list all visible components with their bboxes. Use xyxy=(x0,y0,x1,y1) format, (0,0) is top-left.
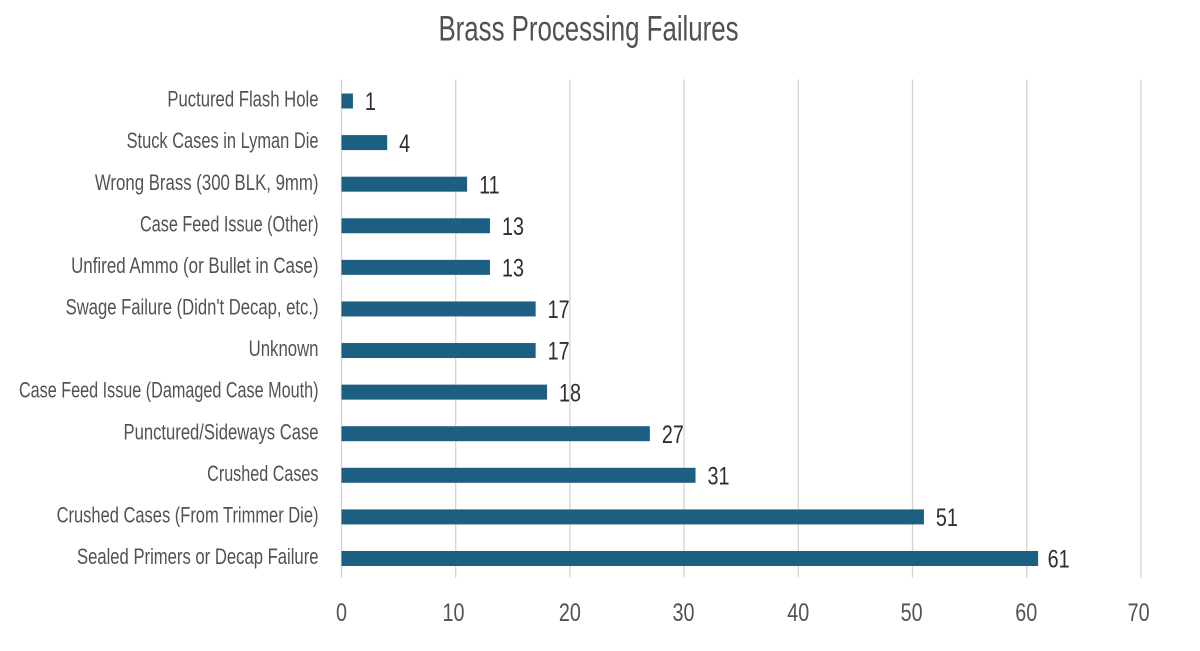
svg-text:0: 0 xyxy=(336,599,347,627)
svg-text:17: 17 xyxy=(548,296,570,324)
svg-text:27: 27 xyxy=(662,421,684,449)
svg-text:Wrong Brass (300 BLK, 9mm): Wrong Brass (300 BLK, 9mm) xyxy=(95,171,319,196)
svg-text:Punctured/Sideways Case: Punctured/Sideways Case xyxy=(124,420,319,445)
svg-text:Sealed Primers or Decap Failur: Sealed Primers or Decap Failure xyxy=(77,545,319,570)
svg-text:Crushed Cases: Crushed Cases xyxy=(207,461,319,486)
svg-text:Stuck Cases in Lyman Die: Stuck Cases in Lyman Die xyxy=(127,129,319,154)
svg-text:Case Feed Issue (Damaged Case: Case Feed Issue (Damaged Case Mouth) xyxy=(19,378,319,403)
svg-text:Puctured Flash Hole: Puctured Flash Hole xyxy=(167,87,318,112)
svg-text:13: 13 xyxy=(502,213,524,241)
svg-text:17: 17 xyxy=(548,338,570,366)
svg-text:Unfired Ammo (or Bullet in Cas: Unfired Ammo (or Bullet in Case) xyxy=(71,254,318,279)
svg-text:51: 51 xyxy=(936,504,958,532)
svg-text:Unknown: Unknown xyxy=(249,337,319,362)
svg-text:Case Feed Issue (Other): Case Feed Issue (Other) xyxy=(140,212,318,237)
svg-text:Swage Failure (Didn't Decap, e: Swage Failure (Didn't Decap, etc.) xyxy=(66,295,319,320)
svg-text:18: 18 xyxy=(559,379,581,407)
svg-text:1: 1 xyxy=(365,88,376,116)
svg-text:50: 50 xyxy=(901,599,923,627)
svg-text:20: 20 xyxy=(559,599,581,627)
svg-text:10: 10 xyxy=(443,599,465,627)
svg-text:60: 60 xyxy=(1015,599,1037,627)
svg-text:70: 70 xyxy=(1128,599,1150,627)
svg-text:13: 13 xyxy=(502,254,524,282)
svg-text:Brass Processing Failures: Brass Processing Failures xyxy=(438,9,738,49)
svg-text:11: 11 xyxy=(479,171,500,199)
svg-text:4: 4 xyxy=(399,130,410,158)
svg-text:31: 31 xyxy=(708,462,730,490)
svg-text:61: 61 xyxy=(1048,546,1070,574)
svg-text:40: 40 xyxy=(787,599,809,627)
svg-text:30: 30 xyxy=(673,599,695,627)
svg-text:Crushed Cases (From Trimmer Di: Crushed Cases (From Trimmer Die) xyxy=(57,503,319,528)
